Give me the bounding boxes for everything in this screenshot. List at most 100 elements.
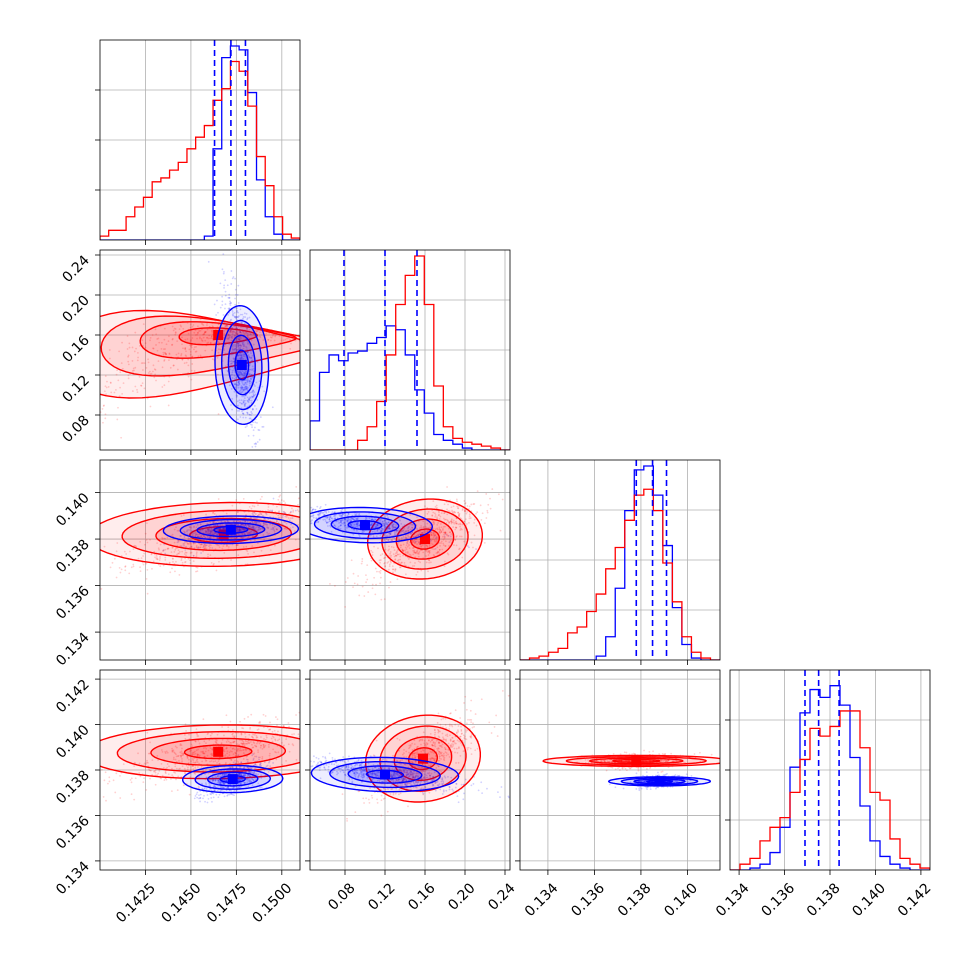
- scatter-point: [279, 501, 281, 504]
- scatter-point: [154, 556, 156, 559]
- scatter-point: [197, 547, 200, 550]
- scatter-point: [245, 388, 248, 390]
- scatter-point: [237, 342, 240, 345]
- scatter-point: [476, 511, 479, 514]
- scatter-point: [402, 550, 405, 553]
- scatter-point: [227, 334, 230, 337]
- scatter-point: [241, 342, 244, 345]
- scatter-point: [254, 521, 256, 524]
- scatter-point: [204, 543, 207, 546]
- scatter-point: [234, 325, 237, 328]
- scatter-point: [246, 317, 249, 320]
- scatter-point: [187, 358, 190, 361]
- scatter-point: [316, 505, 319, 508]
- scatter-point: [242, 399, 245, 402]
- scatter-point: [218, 560, 220, 563]
- scatter-point: [174, 332, 177, 334]
- scatter-point: [227, 546, 230, 548]
- scatter-point: [244, 379, 247, 381]
- scatter-point: [216, 533, 218, 536]
- scatter-point: [236, 527, 239, 530]
- scatter-point: [195, 533, 198, 536]
- scatter-point: [245, 545, 248, 548]
- scatter-point: [250, 414, 252, 416]
- scatter-point: [239, 720, 241, 723]
- scatter-point: [213, 520, 216, 523]
- scatter-point: [322, 747, 324, 749]
- scatter-point: [226, 284, 229, 287]
- scatter-point: [248, 368, 251, 371]
- scatter-point: [238, 529, 241, 532]
- scatter-point: [127, 355, 129, 358]
- scatter-point: [173, 327, 176, 330]
- scatter-point: [261, 385, 264, 388]
- scatter-point: [234, 347, 237, 350]
- scatter-point: [208, 543, 211, 546]
- scatter-point: [246, 378, 249, 381]
- scatter-point: [149, 538, 151, 541]
- scatter-point: [132, 367, 135, 370]
- scatter-point: [135, 347, 137, 350]
- scatter-point: [236, 348, 238, 351]
- scatter-point: [304, 504, 306, 506]
- scatter-point: [181, 358, 184, 361]
- scatter-point: [120, 568, 123, 571]
- scatter-point: [262, 339, 265, 342]
- scatter-point: [182, 347, 184, 350]
- scatter-point: [236, 311, 238, 313]
- scatter-point: [223, 332, 226, 335]
- scatter-point: [241, 386, 243, 389]
- scatter-point: [269, 549, 272, 551]
- scatter-point: [373, 576, 376, 579]
- scatter-point: [251, 525, 254, 528]
- scatter-point: [145, 366, 148, 369]
- scatter-point: [239, 358, 241, 361]
- scatter-point: [444, 532, 447, 535]
- scatter-point: [237, 284, 240, 287]
- scatter-point: [381, 553, 384, 555]
- scatter-point: [183, 536, 186, 538]
- scatter-point: [202, 333, 204, 336]
- scatter-point: [237, 311, 239, 314]
- scatter-point: [168, 561, 171, 564]
- scatter-point: [149, 405, 152, 408]
- scatter-point: [232, 314, 235, 317]
- scatter-point: [204, 536, 207, 539]
- scatter-point: [102, 421, 104, 424]
- scatter-point: [331, 347, 333, 349]
- scatter-point: [281, 516, 284, 519]
- y-tick-label: 0.08: [59, 413, 92, 446]
- scatter-point: [210, 335, 213, 338]
- scatter-point: [163, 338, 166, 341]
- scatter-point: [240, 331, 242, 334]
- scatter-point: [241, 528, 244, 531]
- scatter-point: [158, 341, 161, 344]
- scatter-point: [252, 389, 255, 392]
- scatter-point: [436, 516, 438, 519]
- scatter-point: [251, 395, 254, 398]
- scatter-point: [244, 372, 246, 375]
- scatter-point: [234, 386, 237, 389]
- scatter-point: [306, 498, 308, 500]
- scatter-point: [205, 531, 208, 534]
- scatter-point: [306, 726, 308, 728]
- scatter-point: [232, 360, 235, 363]
- scatter-point: [252, 389, 255, 392]
- scatter-point: [222, 527, 225, 530]
- scatter-point: [234, 331, 237, 334]
- scatter-point: [361, 558, 364, 560]
- scatter-point: [356, 347, 358, 349]
- scatter-point: [244, 404, 246, 407]
- scatter-point: [237, 386, 240, 389]
- scatter-point: [384, 556, 387, 559]
- x-tick-label: 0.140: [849, 880, 889, 920]
- scatter-point: [247, 526, 250, 528]
- panel-plot-area: [730, 670, 930, 870]
- scatter-point: [231, 369, 234, 372]
- scatter-point: [213, 303, 216, 306]
- scatter-point: [450, 520, 452, 523]
- scatter-point: [241, 524, 244, 526]
- scatter-point: [244, 394, 247, 397]
- scatter-point: [140, 384, 142, 387]
- scatter-point: [183, 553, 186, 555]
